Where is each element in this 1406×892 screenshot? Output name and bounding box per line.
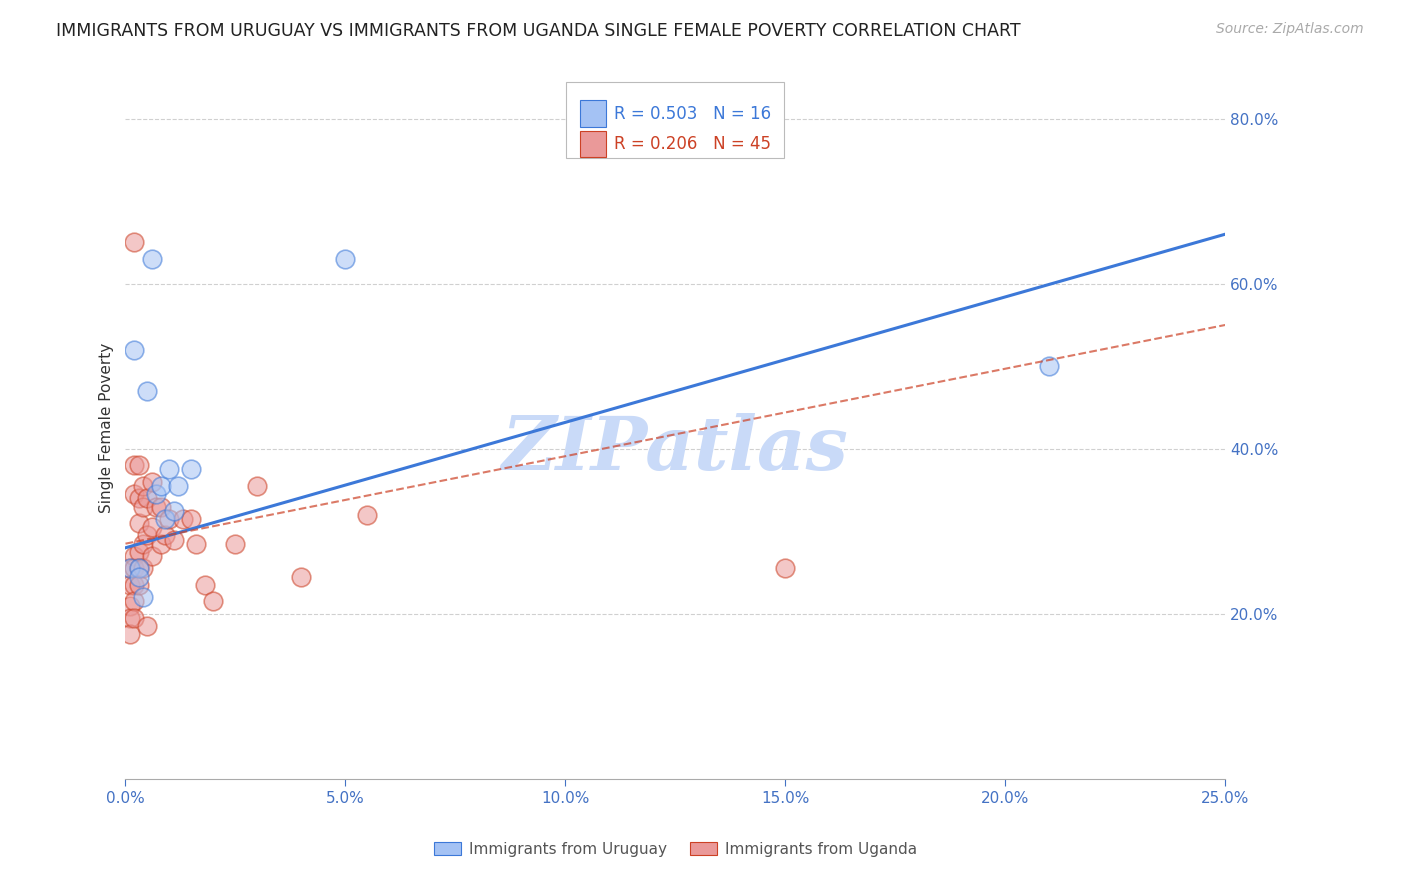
Point [122, 343, 145, 357]
Point [122, 235, 145, 250]
Point [153, 528, 176, 542]
Point [122, 594, 145, 608]
Point [149, 500, 172, 514]
Point [163, 503, 186, 517]
Point [145, 487, 167, 501]
Point [149, 536, 172, 550]
Point [118, 561, 141, 575]
Point [141, 475, 163, 489]
Text: IMMIGRANTS FROM URUGUAY VS IMMIGRANTS FROM UGANDA SINGLE FEMALE POVERTY CORRELAT: IMMIGRANTS FROM URUGUAY VS IMMIGRANTS FR… [56, 22, 1021, 40]
Point [128, 569, 150, 583]
Point [132, 500, 155, 514]
Point [132, 591, 155, 605]
Point [132, 479, 155, 493]
Point [122, 561, 145, 575]
Point [128, 458, 150, 473]
Text: Source: ZipAtlas.com: Source: ZipAtlas.com [1216, 22, 1364, 37]
Point [132, 536, 155, 550]
Point [118, 561, 141, 575]
Point [136, 491, 159, 506]
Point [128, 578, 150, 592]
Point [149, 479, 172, 493]
Point [159, 462, 181, 476]
Point [167, 479, 190, 493]
Point [163, 533, 186, 547]
Point [356, 508, 378, 522]
Point [1038, 359, 1060, 374]
Point [122, 578, 145, 592]
Point [136, 384, 159, 398]
Point [122, 487, 145, 501]
Point [159, 512, 181, 526]
Point [118, 611, 141, 625]
Point [335, 252, 357, 266]
Point [290, 569, 312, 583]
Point [132, 561, 155, 575]
Point [118, 627, 141, 641]
Point [775, 561, 797, 575]
Point [180, 462, 202, 476]
Point [153, 512, 176, 526]
Point [202, 594, 225, 608]
Text: ZIPatlas: ZIPatlas [502, 413, 849, 485]
Point [172, 512, 194, 526]
Text: R = 0.503   N = 16: R = 0.503 N = 16 [614, 104, 772, 123]
Legend: Immigrants from Uruguay, Immigrants from Uganda: Immigrants from Uruguay, Immigrants from… [427, 836, 924, 863]
Text: R = 0.206   N = 45: R = 0.206 N = 45 [614, 135, 770, 153]
Point [118, 599, 141, 613]
Point [128, 545, 150, 559]
Point [180, 512, 202, 526]
Point [128, 561, 150, 575]
Point [122, 549, 145, 563]
Point [122, 458, 145, 473]
Point [128, 491, 150, 506]
Point [136, 619, 159, 633]
Point [141, 520, 163, 534]
Point [141, 252, 163, 266]
Point [118, 578, 141, 592]
Point [184, 536, 207, 550]
Point [141, 549, 163, 563]
Y-axis label: Single Female Poverty: Single Female Poverty [100, 343, 114, 513]
Point [128, 516, 150, 530]
Point [128, 561, 150, 575]
Point [145, 500, 167, 514]
Point [136, 528, 159, 542]
Point [246, 479, 269, 493]
Point [224, 536, 246, 550]
Point [122, 611, 145, 625]
Point [194, 578, 217, 592]
